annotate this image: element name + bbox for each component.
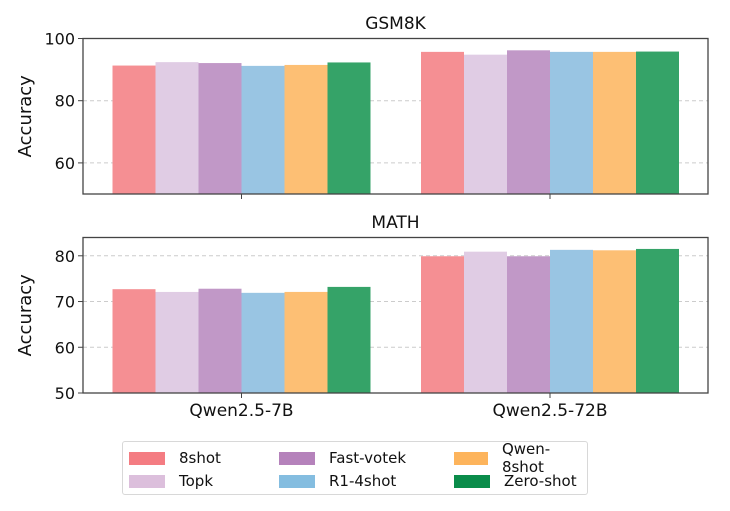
legend-swatch [279, 451, 315, 465]
bar-fast-votek [198, 288, 242, 393]
subplot-gsm8k: 60 80 100 GSM8K Accuracy [15, 14, 709, 199]
bar-zero-shot [327, 62, 371, 195]
bar-r1-4shot [241, 65, 285, 194]
y-tick-label: 60 [55, 154, 75, 173]
bar-zero-shot [327, 286, 371, 393]
legend-label: Qwen-8shot [501, 440, 551, 476]
bar-8shot [421, 256, 464, 393]
bar-topk [464, 251, 507, 393]
y-axis-label: Accuracy [15, 75, 36, 158]
bar-fast-votek [198, 63, 242, 194]
bar-qwen-8shot [593, 51, 636, 194]
subplot-title: GSM8K [365, 14, 426, 34]
bar-r1-4shot [550, 249, 593, 393]
bar-zero-shot [636, 248, 679, 393]
y-tick-label: 50 [55, 384, 75, 403]
bar-topk [155, 291, 199, 393]
legend-item: Zero-shot [454, 471, 577, 491]
legend-label: Fast-votek [329, 449, 406, 467]
y-tick-label: 80 [55, 247, 75, 266]
bar-8shot [112, 289, 156, 393]
y-axis-label: Accuracy [15, 274, 36, 357]
bar-topk [155, 62, 199, 194]
legend-label: Zero-shot [504, 472, 577, 490]
bar-fast-votek [507, 256, 550, 393]
bar-8shot [112, 65, 156, 194]
y-tick-label: 80 [55, 92, 75, 111]
legend-label: 8shot [179, 449, 221, 467]
y-tick-label: 70 [55, 293, 75, 312]
bar-r1-4shot [550, 51, 593, 194]
x-tick-label: Qwen2.5-72B [493, 401, 608, 421]
bar-fast-votek [507, 50, 550, 195]
axes-frame [82, 37, 709, 195]
bar-r1-4shot [241, 292, 285, 393]
legend-label: R1-4shot [329, 472, 397, 490]
legend-item: R1-4shot [279, 471, 396, 491]
bar-qwen-8shot [284, 291, 328, 393]
bar-8shot [421, 51, 464, 194]
legend: 8shot Topk Fast-votek R1-4shot Qwen-8sho… [122, 440, 588, 495]
legend-label: Topk [179, 472, 213, 490]
bar-qwen-8shot [284, 64, 328, 194]
subplot-title: MATH [371, 213, 419, 233]
legend-item: 8shot [129, 448, 221, 468]
legend-swatch [129, 451, 165, 465]
bar-zero-shot [636, 51, 679, 195]
legend-item: Fast-votek [279, 448, 406, 468]
subplot-math: 50 60 70 80 Qwen2.5-7B Qwen2.5-72B MATH Accurac… [15, 213, 709, 421]
legend-swatch [279, 474, 315, 488]
legend-swatch [129, 474, 165, 488]
y-tick-label: 100 [44, 30, 75, 49]
x-tick-label: Qwen2.5-7B [189, 401, 293, 421]
legend-item: Qwen-8shot [454, 440, 587, 476]
legend-item: Topk [129, 471, 213, 491]
legend-swatch [454, 451, 488, 465]
legend-swatch [454, 474, 490, 488]
bar-topk [464, 54, 507, 195]
axes-frame [82, 236, 709, 394]
bar-qwen-8shot [593, 250, 636, 393]
y-tick-label: 60 [55, 338, 75, 357]
